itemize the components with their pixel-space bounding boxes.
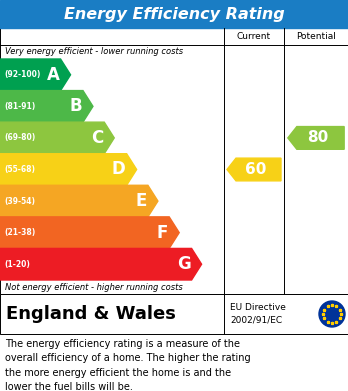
Text: The energy efficiency rating is a measure of the
overall efficiency of a home. T: The energy efficiency rating is a measur… xyxy=(5,339,251,391)
Polygon shape xyxy=(227,158,281,181)
Text: (55-68): (55-68) xyxy=(4,165,35,174)
Polygon shape xyxy=(0,59,71,91)
Text: (92-100): (92-100) xyxy=(4,70,40,79)
Polygon shape xyxy=(0,122,114,154)
Text: C: C xyxy=(91,129,103,147)
Polygon shape xyxy=(0,91,93,122)
Circle shape xyxy=(319,301,345,327)
Polygon shape xyxy=(0,185,158,217)
Polygon shape xyxy=(288,127,344,149)
Text: 2002/91/EC: 2002/91/EC xyxy=(230,316,282,325)
Text: Current: Current xyxy=(237,32,271,41)
Text: (39-54): (39-54) xyxy=(4,197,35,206)
Text: England & Wales: England & Wales xyxy=(6,305,176,323)
Polygon shape xyxy=(0,217,179,248)
Text: 80: 80 xyxy=(307,131,328,145)
Text: A: A xyxy=(47,66,60,84)
Text: G: G xyxy=(177,255,191,273)
Text: Not energy efficient - higher running costs: Not energy efficient - higher running co… xyxy=(5,283,183,292)
Text: Very energy efficient - lower running costs: Very energy efficient - lower running co… xyxy=(5,47,183,57)
Text: D: D xyxy=(112,160,126,179)
Text: (69-80): (69-80) xyxy=(4,133,35,142)
Text: Potential: Potential xyxy=(296,32,336,41)
Bar xyxy=(0,294,348,334)
Text: F: F xyxy=(157,224,168,242)
Text: Energy Efficiency Rating: Energy Efficiency Rating xyxy=(64,7,284,22)
Text: (81-91): (81-91) xyxy=(4,102,35,111)
Polygon shape xyxy=(0,248,201,280)
Text: 60: 60 xyxy=(245,162,266,177)
Text: B: B xyxy=(69,97,82,115)
Bar xyxy=(0,0,348,28)
Text: (1-20): (1-20) xyxy=(4,260,30,269)
Text: E: E xyxy=(135,192,147,210)
Text: EU Directive: EU Directive xyxy=(230,303,286,312)
Polygon shape xyxy=(0,154,137,185)
Text: (21-38): (21-38) xyxy=(4,228,35,237)
Bar xyxy=(0,28,348,294)
